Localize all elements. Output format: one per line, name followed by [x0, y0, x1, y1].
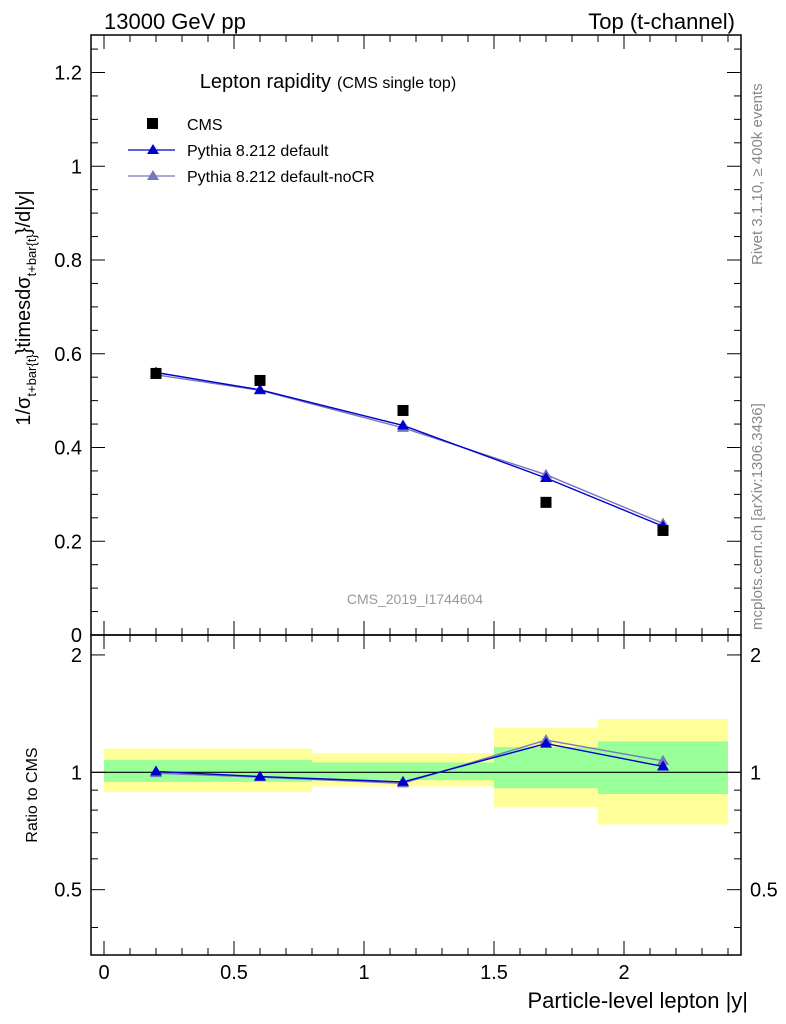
main-cms-marker [397, 404, 409, 416]
ratio-y-tick-label: 2 [71, 645, 82, 667]
legend: CMS Pythia 8.212 default Pythia 8.212 de… [128, 117, 375, 186]
main-y-tick-label: 1 [71, 156, 82, 178]
ratio-y-tick-label: 0.5 [54, 880, 82, 902]
main-y-tick-label: 0.8 [54, 250, 82, 272]
main-x-ticks [103, 35, 729, 635]
header-left: 13000 GeV pp [104, 9, 246, 34]
legend-default-marker [147, 144, 159, 154]
ratio-x-tick-label: 2 [618, 962, 629, 984]
legend-cms-label: CMS [187, 117, 223, 134]
side-label-mcplots: mcplots.cern.ch [arXiv:1306.3436] [749, 403, 766, 630]
main-y-label: 1/σt+bar{t}}timesdσt+bar{t}}/d|y| [13, 190, 39, 425]
ratio-default-marker [254, 770, 266, 781]
main-default-line [155, 371, 664, 527]
ratio-band-inner [312, 762, 494, 781]
ratio-x-tick-label: 0.5 [220, 962, 248, 984]
ratio-x-tick-label: 1 [358, 962, 369, 984]
main-y-tick-label: 0.2 [54, 531, 82, 553]
main-y-tick-label: 1.2 [54, 63, 82, 85]
ratio-series [150, 734, 669, 788]
main-cms-marker [540, 496, 552, 508]
side-label-rivet: Rivet 3.1.10, ≥ 400k events [749, 83, 766, 265]
main-y-tick-label: 0.4 [54, 438, 82, 460]
ylabel-part1: 1/σ [13, 396, 35, 426]
ylabel-part3: }/d|y| [13, 190, 35, 234]
header-right: Top (t-channel) [588, 9, 735, 34]
ratio-panel: 0.5 0.5 1 1 2 2 0 0.5 1 1.5 2 Ratio to CMS Partic… [24, 634, 778, 1013]
main-y-axis: 0 0.2 0.4 0.6 0.8 1 1.2 [54, 48, 741, 647]
ratio-x-axis: 0 0.5 1 1.5 2 [98, 635, 729, 984]
ratio-y-tick-label-right: 1 [750, 762, 761, 784]
legend-nocr-label: Pythia 8.212 default-noCR [187, 169, 375, 186]
ratio-default-marker [150, 765, 162, 776]
main-y-tick-label: 0 [71, 625, 82, 647]
legend-cms-marker [147, 118, 158, 129]
ylabel-part2: }timesdσ [13, 276, 35, 355]
ratio-x-tick-label: 0 [98, 962, 109, 984]
main-panel: 0 0.2 0.4 0.6 0.8 1 1.2 Lepton rapidity (CMS s… [13, 34, 742, 647]
chart-subtitle: (CMS single top) [337, 75, 456, 92]
ratio-default-marker [657, 760, 669, 771]
chart-title: Lepton rapidity [200, 71, 331, 93]
ratio-y-tick-label: 1 [71, 762, 82, 784]
ratio-default-marker [397, 775, 409, 786]
main-default-marker [397, 419, 409, 430]
ratio-y-tick-label-right: 0.5 [750, 880, 778, 902]
legend-nocr-marker [147, 170, 159, 180]
main-default-marker [540, 471, 552, 482]
ylabel-sub1: t+bar{t} [24, 354, 39, 397]
ratio-nocr-marker [657, 754, 669, 765]
main-cms-marker [254, 374, 266, 386]
main-cms-marker [150, 367, 162, 379]
main-nocr-line [155, 374, 664, 525]
legend-default-label: Pythia 8.212 default [187, 143, 329, 160]
ratio-default-marker [540, 737, 552, 748]
ratio-y-label: Ratio to CMS [24, 747, 41, 842]
ratio-band-inner [494, 747, 598, 789]
ratio-band-layer [91, 719, 741, 825]
main-cms-marker [657, 524, 669, 536]
x-axis-label: Particle-level lepton |y| [527, 988, 748, 1013]
ratio-x-tick-label: 1.5 [480, 962, 508, 984]
main-default-marker [254, 383, 266, 394]
main-y-tick-label: 0.6 [54, 344, 82, 366]
ratio-y-axis: 0.5 0.5 1 1 2 2 [54, 645, 778, 928]
ratio-y-tick-label-right: 2 [750, 645, 761, 667]
analysis-label: CMS_2019_I1744604 [347, 591, 483, 607]
main-series [150, 366, 669, 536]
ylabel-sub2: t+bar{t} [24, 233, 39, 276]
